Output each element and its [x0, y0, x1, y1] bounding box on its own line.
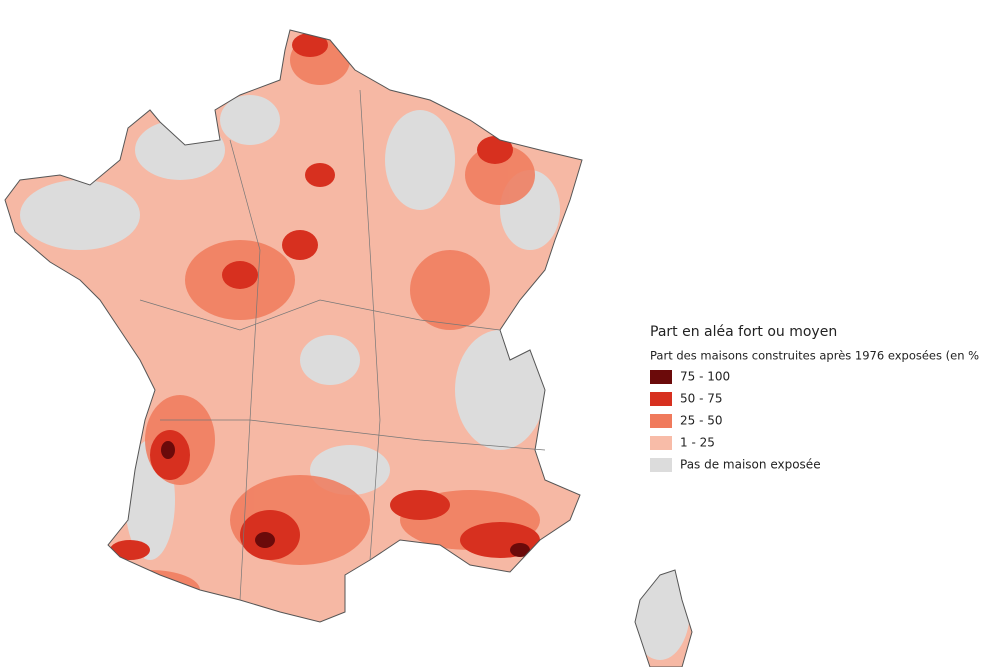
legend-label: 1 - 25	[680, 436, 715, 450]
borders	[4, 29, 693, 667]
france-map	[5, 30, 692, 667]
legend-swatch	[650, 414, 672, 428]
legend-title: Part en aléa fort ou moyen	[650, 324, 837, 340]
legend-label: 50 - 75	[680, 392, 723, 406]
legend-swatch	[650, 458, 672, 472]
legend-swatch	[650, 370, 672, 384]
very-high-areas	[161, 441, 530, 557]
legend-label: Pas de maison exposée	[680, 458, 821, 472]
legend-label: 75 - 100	[680, 370, 730, 384]
legend-subtitle: Part des maisons construites après 1976 …	[650, 349, 979, 363]
legend-swatch	[650, 436, 672, 450]
legend: Part en aléa fort ou moyen Part des mais…	[650, 324, 979, 472]
legend-label: 25 - 50	[680, 414, 723, 428]
legend-swatch	[650, 392, 672, 406]
